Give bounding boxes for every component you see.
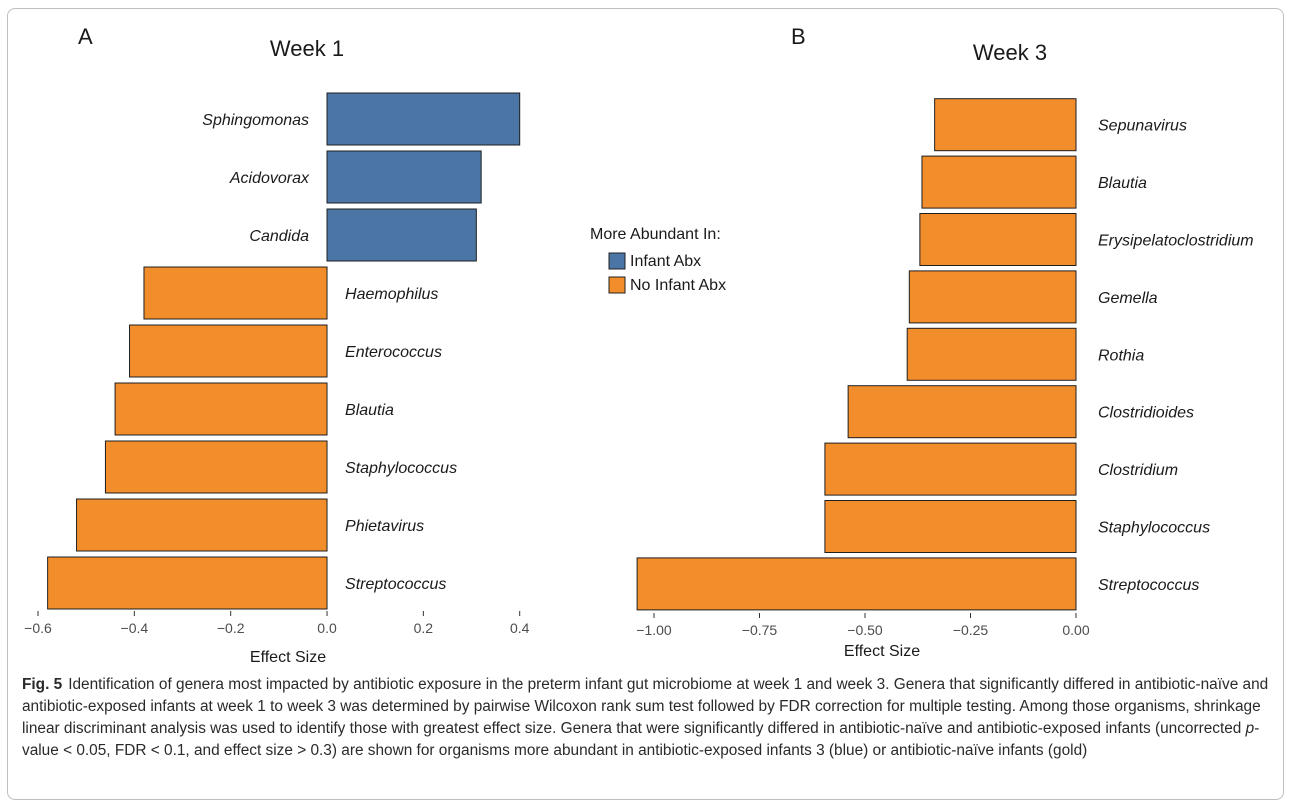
x-tick-label-a-1: −0.4 (121, 620, 149, 636)
category-label-b-clostridium: Clostridium (1098, 462, 1178, 479)
panel-a-label: A (78, 24, 93, 49)
bar-b-erysipelatoclostridium (920, 214, 1076, 266)
category-label-a-acidovorax: Acidovorax (229, 170, 310, 187)
legend-swatch-no-infant-abx (609, 277, 625, 293)
bar-a-acidovorax (327, 151, 481, 203)
category-label-b-blautia: Blautia (1098, 175, 1147, 192)
category-label-a-candida: Candida (249, 228, 309, 245)
bar-b-blautia (922, 156, 1076, 208)
legend-label-no-infant-abx: No Infant Abx (630, 277, 726, 294)
panel-a-x-axis: −0.6 −0.4 −0.2 0.0 0.2 0.4 (24, 611, 529, 636)
category-label-b-erysipelatoclostridium: Erysipelatoclostridium (1098, 233, 1254, 250)
bar-b-clostridium (825, 443, 1076, 495)
x-tick-label-b-0: −1.00 (636, 622, 672, 638)
bar-b-gemella (909, 271, 1076, 323)
caption-label: Fig. 5 (22, 676, 62, 693)
panel-b-category-labels: Sepunavirus Blautia Erysipelatoclostridium… (1098, 118, 1254, 594)
legend-swatch-infant-abx (609, 253, 625, 269)
x-tick-label-a-0: −0.6 (24, 620, 52, 636)
panel-a-title: Week 1 (270, 36, 344, 61)
legend-label-infant-abx: Infant Abx (630, 253, 701, 270)
category-label-a-streptococcus: Streptococcus (345, 576, 446, 593)
bar-a-enterococcus (130, 325, 327, 377)
bar-b-staphylococcus (825, 501, 1076, 553)
panel-b-title: Week 3 (973, 40, 1047, 65)
legend-title: More Abundant In: (590, 226, 721, 243)
x-tick-label-b-1: −0.75 (742, 622, 778, 638)
category-label-a-sphingomonas: Sphingomonas (202, 112, 309, 129)
bar-a-candida (327, 209, 476, 261)
category-label-a-phietavirus: Phietavirus (345, 518, 424, 535)
x-tick-label-a-4: 0.2 (414, 620, 434, 636)
category-label-a-blautia: Blautia (345, 402, 394, 419)
caption-text-1: Identification of genera most impacted b… (22, 676, 1268, 737)
caption-pvalue-symbol: p (1246, 720, 1255, 737)
category-label-b-staphylococcus: Staphylococcus (1098, 520, 1210, 537)
panel-b-bars (637, 99, 1076, 610)
bar-a-phietavirus (77, 499, 327, 551)
panel-a-xlabel: Effect Size (250, 649, 326, 666)
category-label-b-sepunavirus: Sepunavirus (1098, 118, 1187, 135)
bar-a-haemophilus (144, 267, 327, 319)
category-label-a-haemophilus: Haemophilus (345, 286, 438, 303)
x-tick-label-b-4: 0.00 (1062, 622, 1089, 638)
x-tick-label-a-3: 0.0 (317, 620, 337, 636)
panel-b-label: B (791, 24, 806, 49)
legend: More Abundant In: Infant Abx No Infant A… (590, 226, 726, 294)
bar-b-rothia (907, 328, 1076, 380)
x-tick-label-a-2: −0.2 (217, 620, 245, 636)
bar-a-streptococcus (48, 557, 327, 609)
bar-a-staphylococcus (105, 441, 327, 493)
bar-a-blautia (115, 383, 327, 435)
category-label-a-staphylococcus: Staphylococcus (345, 460, 457, 477)
category-label-b-clostridioides: Clostridioides (1098, 405, 1194, 422)
panel-b-xlabel: Effect Size (844, 643, 920, 660)
category-label-b-rothia: Rothia (1098, 347, 1144, 364)
x-tick-label-a-5: 0.4 (510, 620, 530, 636)
category-label-b-gemella: Gemella (1098, 290, 1158, 307)
panel-b-x-axis: −1.00 −0.75 −0.50 −0.25 0.00 (636, 613, 1090, 638)
figure-charts: A Week 1 Effect Size −0.6 −0.4 −0.2 0.0 0.2 0… (0, 0, 1292, 670)
category-label-b-streptococcus: Streptococcus (1098, 577, 1199, 594)
x-tick-label-b-2: −0.50 (847, 622, 883, 638)
bar-b-clostridioides (848, 386, 1076, 438)
x-tick-label-b-3: −0.25 (953, 622, 989, 638)
bar-a-sphingomonas (327, 93, 520, 145)
category-label-a-enterococcus: Enterococcus (345, 344, 442, 361)
bar-b-sepunavirus (935, 99, 1076, 151)
figure-caption: Fig. 5 Identification of genera most impa… (22, 674, 1272, 762)
bar-b-streptococcus (637, 558, 1076, 610)
